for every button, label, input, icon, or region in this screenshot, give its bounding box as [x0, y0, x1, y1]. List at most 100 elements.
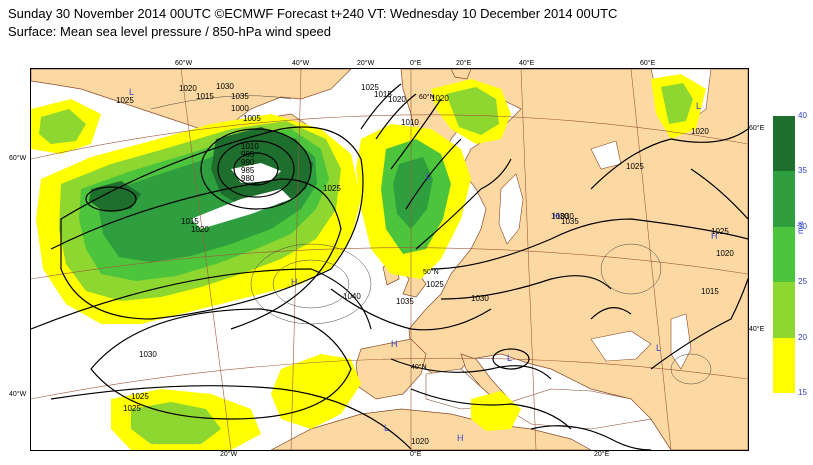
isobar-label: 1025	[711, 227, 729, 236]
lon-label-top: 20°W	[357, 60, 375, 67]
weather-map[interactable]: 1025 1020 1015 1030 1035 1000 1005 1010 …	[30, 68, 749, 451]
white-sea	[590, 140, 622, 170]
lon-label-top: 20°E	[456, 60, 472, 67]
pressure-centre-low: L	[384, 423, 389, 433]
lat-label-right: 40°E	[749, 326, 765, 333]
isobar-label: 1030	[139, 350, 157, 359]
isobar-label: 1035	[231, 92, 249, 101]
lon-label-bottom: 0°E	[410, 451, 422, 458]
isobar-label: 1010	[401, 118, 419, 127]
map-canvas: 1025 1020 1015 1030 1035 1000 1005 1010 …	[31, 69, 748, 450]
isobar-label: 1035	[396, 297, 414, 306]
isobar-label: 980	[241, 174, 255, 183]
graticule	[31, 69, 748, 450]
lat-label: 40°N	[411, 363, 427, 371]
isobar-label: 1000	[231, 104, 249, 113]
caspian-sea	[670, 313, 692, 370]
legend-tick: 30	[798, 222, 807, 231]
lat-label-left: 40°W	[9, 391, 27, 398]
forecast-title: Sunday 30 November 2014 00UTC ©ECMWF For…	[8, 6, 618, 21]
wind-green-southwest	[131, 402, 221, 444]
isobar-label: 985	[241, 166, 255, 175]
wind-darkgreen-west	[89, 181, 141, 211]
lon-label-top: 60°W	[175, 60, 193, 67]
isobar-label: 1020	[191, 225, 209, 234]
wind-yellow-med	[471, 391, 521, 431]
pressure-centre-high: H	[457, 433, 464, 443]
isobar-label: 1030	[551, 212, 569, 221]
pressure-centre-high: H	[291, 277, 298, 287]
isobar-label: 1020	[716, 249, 734, 258]
isobar-label: 1025	[426, 280, 444, 289]
pressure-centre-high: H	[553, 211, 560, 221]
isobar-label: 1010	[241, 142, 259, 151]
isobar-label: 1020	[411, 437, 429, 446]
isobar-label: 1020	[388, 95, 406, 104]
wind-speed-legend: 40 35 30 25 20 15	[773, 111, 807, 397]
legend-tick: 15	[798, 388, 807, 397]
isobar-label: 1030	[471, 294, 489, 303]
baltic-sea	[498, 173, 524, 245]
lat-label: 50°N	[423, 268, 439, 276]
wind-green-arctic-east	[661, 83, 693, 124]
lon-label-bottom: 20°W	[220, 451, 238, 458]
legend-tick: 40	[798, 111, 807, 120]
lon-label-top: 0°E	[410, 60, 422, 67]
isobar-label: 1035	[561, 217, 579, 226]
wind-yellow-iberia	[271, 354, 361, 429]
isobar-label: 1025	[626, 162, 644, 171]
iberia	[355, 338, 427, 400]
black-sea	[590, 330, 652, 362]
isobar-label: 995	[241, 150, 255, 159]
wind-shading	[31, 74, 706, 450]
legend-swatch	[773, 338, 795, 393]
isobar-label: 1025	[116, 96, 134, 105]
isobar-label: 1025	[123, 404, 141, 413]
lat-label: 60°N	[419, 93, 435, 101]
pressure-centre-low: L	[426, 171, 431, 181]
wind-darkgreen-north-sea	[393, 157, 433, 229]
legend-swatch	[773, 171, 795, 227]
lat-label-left: 60°W	[9, 155, 27, 162]
pressure-centre-low: L	[656, 343, 661, 353]
legend-swatch	[773, 116, 795, 171]
mediterranean-east	[500, 388, 652, 430]
lat-label-right: 60°E	[749, 125, 765, 132]
thin-contours	[150, 95, 712, 385]
legend-tick: 25	[798, 277, 807, 286]
legend-swatch	[773, 282, 795, 338]
isobar-label: 1015	[181, 217, 199, 226]
isobar-label: 1025	[323, 184, 341, 193]
legend-unit: m/s	[796, 221, 805, 234]
isobar-label: 1025	[131, 392, 149, 401]
isobar-label: 1015	[374, 90, 392, 99]
legend-tick: 35	[798, 166, 807, 175]
pressure-centre-low: L	[696, 101, 701, 111]
isobar-labels: 1025 1020 1015 1030 1035 1000 1005 1010 …	[116, 82, 734, 446]
pressure-centres: L H L H H L H L L H L	[129, 87, 718, 443]
latitude-inner-labels: 60°N 50°N 40°N	[411, 93, 439, 371]
wind-green-north	[446, 87, 499, 135]
lon-label-top: 40°W	[292, 60, 310, 67]
isobar-label: 1025	[361, 83, 379, 92]
isobar-label: 1005	[243, 114, 261, 123]
pressure-centre-low: L	[507, 353, 512, 363]
isobar-label: 990	[241, 158, 255, 167]
pressure-centre-high: H	[391, 339, 398, 349]
isobar-label: 1020	[431, 94, 449, 103]
wind-green-greenland	[39, 109, 86, 144]
lon-label-bottom: 20°E	[594, 451, 610, 458]
isobar-label: 1015	[196, 92, 214, 101]
isobar-label: 1030	[216, 82, 234, 91]
legend-tick: 20	[798, 333, 807, 342]
isobars	[31, 83, 748, 450]
lon-label-top: 40°E	[519, 60, 535, 67]
pressure-centre-low: L	[129, 87, 134, 97]
isobar-label: 1020	[179, 84, 197, 93]
isobar-label: 1020	[691, 127, 709, 136]
legend-swatch	[773, 227, 795, 282]
isobar-label: 1030	[556, 212, 574, 221]
svalbard	[450, 69, 472, 80]
isobar-label: 1015	[701, 287, 719, 296]
lon-label-top: 60°E	[640, 60, 656, 67]
